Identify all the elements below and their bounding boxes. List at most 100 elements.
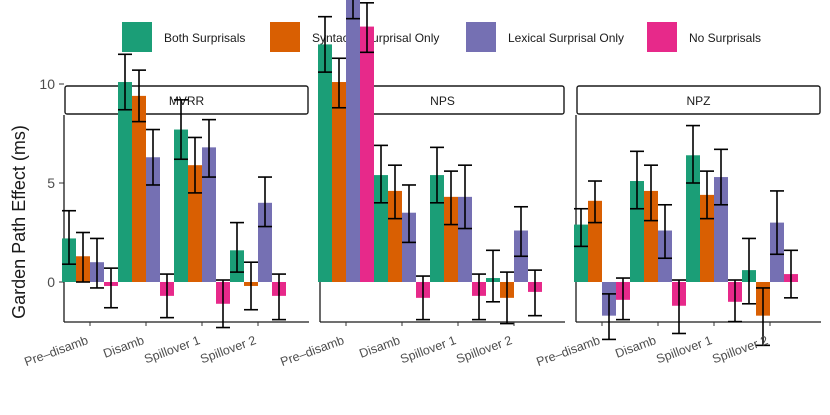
error-bar: [360, 2, 374, 54]
x-tick-label: Spillover 2: [198, 333, 258, 366]
bar-npz-3-3: [714, 177, 728, 282]
bar-nps-2-3: [402, 212, 416, 282]
error-bar: [644, 164, 658, 222]
bar-mvrr-3-1: [174, 129, 188, 282]
legend-label: Lexical Surprisal Only: [508, 31, 624, 45]
x-tick-label: Spillover 1: [142, 333, 202, 366]
error-bar: [514, 205, 528, 258]
error-bar: [770, 190, 784, 256]
bar-mvrr-3-3: [202, 147, 216, 282]
error-bar: [602, 293, 616, 341]
error-bar: [104, 267, 118, 309]
x-tick-label: Disamb: [357, 333, 402, 361]
bar-nps-3-3: [458, 196, 472, 282]
bar-nps-1-2: [332, 82, 346, 283]
legend: Both Surprisals Syntactic Surprisal Only L…: [122, 22, 761, 52]
error-bar: [500, 271, 514, 325]
x-tick-label: Disamb: [613, 333, 658, 361]
error-bar: [258, 176, 272, 228]
error-bar: [472, 273, 486, 321]
error-bar: [528, 269, 542, 317]
y-tick-label: 5: [47, 175, 55, 191]
error-bar: [62, 209, 76, 265]
legend-label: No Surprisals: [689, 31, 761, 45]
error-bar: [458, 164, 472, 230]
legend-swatch: [647, 22, 677, 52]
bar-nps-2-1: [374, 175, 388, 282]
legend-item-2: Syntactic Surprisal Only: [270, 22, 439, 52]
error-bar: [388, 164, 402, 220]
y-axis-title: Garden Path Effect (ms): [9, 125, 29, 319]
x-tick-label: Pre–disamb: [535, 333, 603, 369]
bar-nps-3-2: [444, 196, 458, 282]
bar-nps-1-3: [346, 0, 360, 282]
legend-item-4: No Surprisals: [647, 22, 761, 52]
bar-npz-2-2: [644, 190, 658, 282]
legend-swatch: [270, 22, 300, 52]
error-bar: [146, 128, 160, 186]
bar-nps-2-2: [388, 190, 402, 282]
bar-mvrr-2-2: [132, 95, 146, 282]
error-bar: [202, 118, 216, 178]
error-bar: [486, 249, 500, 303]
error-bar: [430, 146, 444, 204]
error-bar: [132, 69, 146, 123]
error-bar: [188, 136, 202, 194]
legend-item-3: Lexical Surprisal Only: [466, 22, 624, 52]
error-bar: [76, 231, 90, 283]
legend-label: Syntactic Surprisal Only: [312, 31, 439, 45]
error-bar: [216, 279, 230, 329]
error-bar: [272, 273, 286, 321]
bar-mvrr-4-3: [258, 202, 272, 282]
error-bar: [174, 99, 188, 161]
facet-title: NPS: [430, 94, 455, 108]
error-bar: [332, 57, 346, 109]
facet-strip: [576, 85, 821, 115]
x-tick-label: Pre–disamb: [279, 333, 347, 369]
error-bar: [416, 275, 430, 321]
bar-npz-1-2: [588, 200, 602, 282]
x-tick-label: Pre–disamb: [23, 333, 91, 369]
error-bar: [630, 150, 644, 210]
legend-label: Both Surprisals: [164, 31, 245, 45]
bar-nps-3-1: [430, 175, 444, 282]
error-bar: [244, 261, 258, 311]
bar-npz-2-1: [630, 181, 644, 282]
bar-npz-3-2: [700, 194, 714, 282]
y-tick-label: 10: [39, 76, 55, 92]
x-tick-label: Spillover 2: [454, 333, 514, 366]
error-bar: [616, 277, 630, 321]
legend-item-1: Both Surprisals: [122, 22, 245, 52]
error-bar: [714, 148, 728, 206]
x-tick-label: Spillover 1: [654, 333, 714, 366]
error-bar: [672, 279, 686, 335]
error-bar: [574, 207, 588, 248]
error-bar: [756, 287, 770, 347]
error-bar: [444, 170, 458, 226]
bar-npz-1-1: [574, 224, 588, 282]
x-tick-label: Spillover 1: [398, 333, 458, 366]
error-bar: [374, 144, 388, 204]
bar-mvrr-3-2: [188, 165, 202, 282]
error-bar: [160, 273, 174, 319]
error-bar: [90, 237, 104, 289]
legend-swatch: [122, 22, 152, 52]
facet-title: NPZ: [687, 94, 711, 108]
bar-npz-3-1: [686, 155, 700, 282]
x-tick-label: Disamb: [101, 333, 146, 361]
bar-nps-1-4: [360, 26, 374, 282]
error-bar: [588, 180, 602, 224]
bar-nps-1-1: [318, 44, 332, 283]
y-axis: 051015: [39, 76, 64, 290]
facet-title: MVRR: [169, 94, 205, 108]
error-bar: [402, 184, 416, 244]
x-tick-label: Spillover 2: [710, 333, 770, 366]
bar-mvrr-2-1: [118, 82, 132, 283]
error-bar: [658, 203, 672, 260]
legend-swatch: [466, 22, 496, 52]
